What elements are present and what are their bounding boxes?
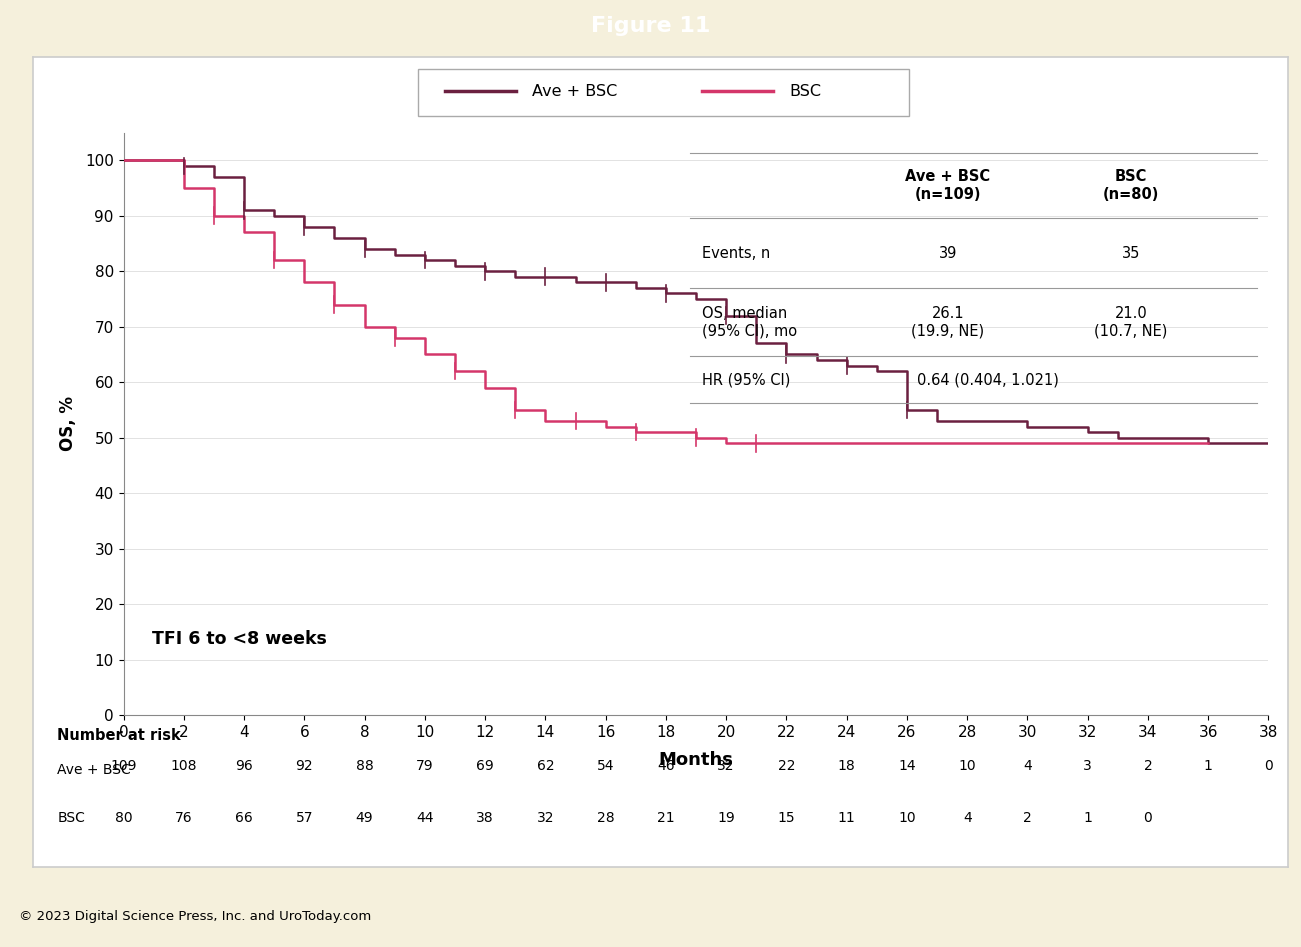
Text: Number at risk: Number at risk (57, 728, 181, 743)
Text: Ave + BSC: Ave + BSC (57, 763, 131, 777)
Text: 44: 44 (416, 811, 433, 825)
Text: 66: 66 (235, 811, 252, 825)
Text: 38: 38 (476, 811, 494, 825)
Text: 26.1
(19.9, NE): 26.1 (19.9, NE) (911, 306, 985, 338)
Text: TFI 6 to <8 weeks: TFI 6 to <8 weeks (152, 630, 327, 648)
Text: 11: 11 (838, 811, 856, 825)
Text: 109: 109 (111, 759, 137, 773)
FancyBboxPatch shape (418, 69, 909, 116)
Text: 18: 18 (838, 759, 856, 773)
Text: Figure 11: Figure 11 (591, 16, 710, 36)
Text: 76: 76 (176, 811, 193, 825)
Text: Ave + BSC: Ave + BSC (532, 83, 618, 98)
Text: 10: 10 (898, 811, 916, 825)
Text: 21: 21 (657, 811, 675, 825)
Text: HR (95% CI): HR (95% CI) (701, 372, 790, 387)
Text: 108: 108 (170, 759, 198, 773)
Y-axis label: OS, %: OS, % (59, 396, 77, 452)
Text: 19: 19 (717, 811, 735, 825)
Text: 57: 57 (295, 811, 314, 825)
Text: 2: 2 (1023, 811, 1032, 825)
Text: 2: 2 (1144, 759, 1153, 773)
Text: 10: 10 (959, 759, 976, 773)
Text: 46: 46 (657, 759, 675, 773)
Text: Events, n: Events, n (701, 245, 770, 260)
Text: 0: 0 (1144, 811, 1153, 825)
Text: 88: 88 (355, 759, 373, 773)
Text: 22: 22 (778, 759, 795, 773)
Text: 39: 39 (939, 245, 958, 260)
Text: 0: 0 (1265, 759, 1272, 773)
X-axis label: Months: Months (658, 751, 734, 769)
Text: 32: 32 (536, 811, 554, 825)
Text: 0.64 (0.404, 1.021): 0.64 (0.404, 1.021) (917, 372, 1059, 387)
Text: 54: 54 (597, 759, 614, 773)
Text: 35: 35 (1121, 245, 1140, 260)
Text: 1: 1 (1084, 811, 1092, 825)
Text: 4: 4 (963, 811, 972, 825)
Text: 4: 4 (1023, 759, 1032, 773)
Text: 3: 3 (1084, 759, 1092, 773)
Text: 92: 92 (295, 759, 314, 773)
Text: 96: 96 (235, 759, 252, 773)
Text: 32: 32 (717, 759, 735, 773)
Text: 14: 14 (898, 759, 916, 773)
Text: BSC: BSC (790, 83, 821, 98)
Text: BSC: BSC (57, 811, 85, 825)
Text: © 2023 Digital Science Press, Inc. and UroToday.com: © 2023 Digital Science Press, Inc. and U… (20, 910, 372, 922)
Text: 62: 62 (536, 759, 554, 773)
Text: 15: 15 (778, 811, 795, 825)
Text: BSC
(n=80): BSC (n=80) (1103, 170, 1159, 202)
Text: 69: 69 (476, 759, 494, 773)
Text: 21.0
(10.7, NE): 21.0 (10.7, NE) (1094, 306, 1168, 338)
Text: 80: 80 (114, 811, 133, 825)
Text: 49: 49 (355, 811, 373, 825)
Text: 79: 79 (416, 759, 433, 773)
Text: 1: 1 (1203, 759, 1213, 773)
Text: Ave + BSC
(n=109): Ave + BSC (n=109) (905, 170, 990, 202)
Text: OS, median
(95% CI), mo: OS, median (95% CI), mo (701, 306, 798, 338)
Text: 28: 28 (597, 811, 614, 825)
